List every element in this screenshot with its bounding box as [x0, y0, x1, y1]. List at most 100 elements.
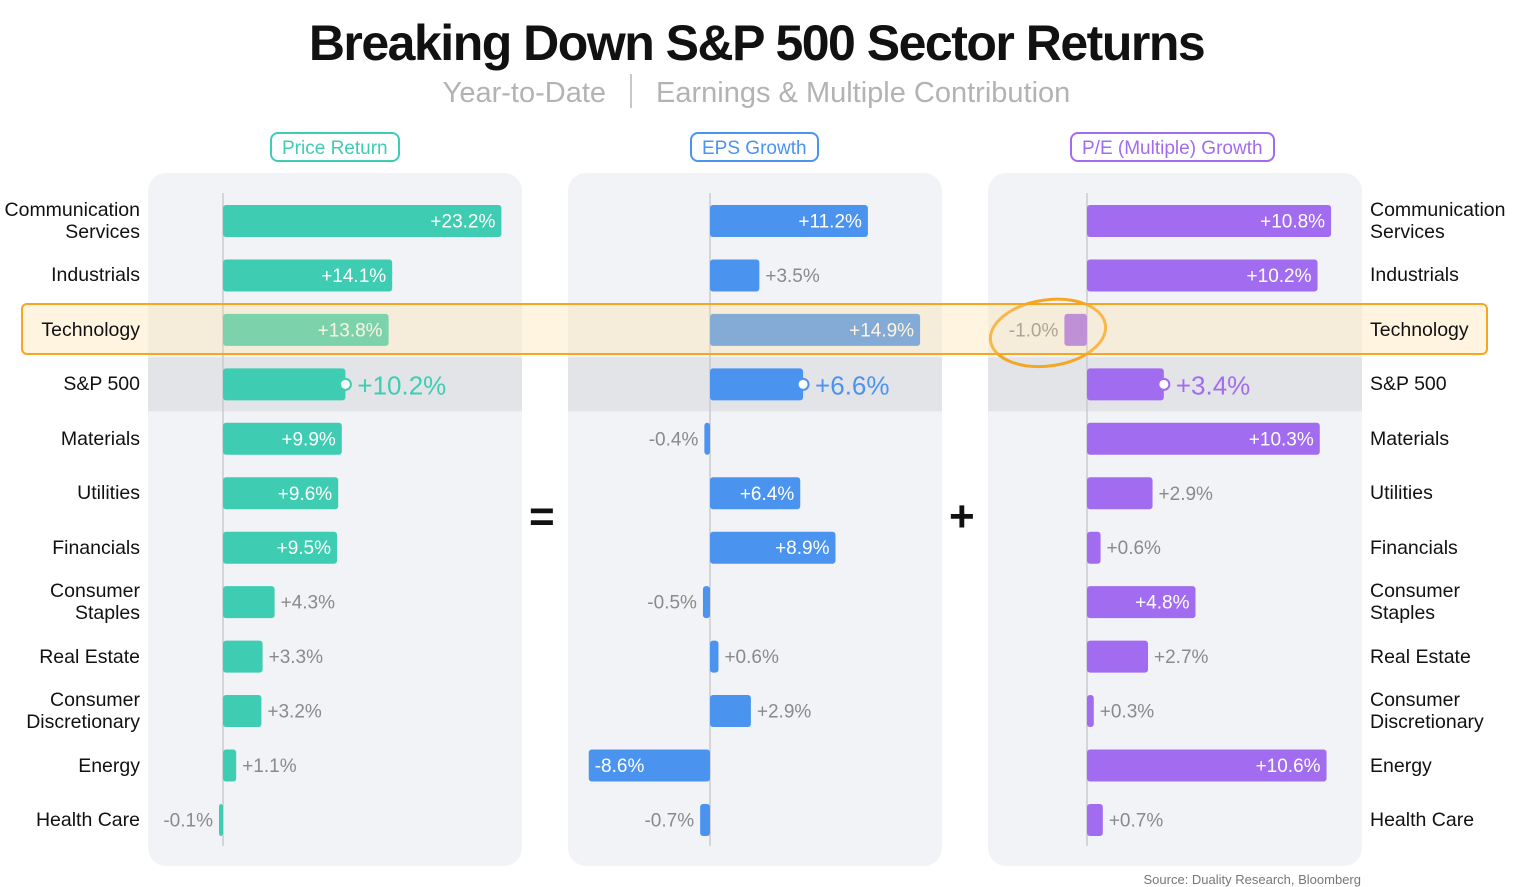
- pe-growth-bar: [1087, 205, 1332, 237]
- category-label-line: Health Care: [35, 808, 140, 831]
- category-label-right: Consumer Discretionary: [1370, 689, 1484, 733]
- eps-growth-benchmark-marker: [796, 377, 810, 391]
- category-label-line: Consumer: [1370, 689, 1460, 712]
- pe-growth-benchmark-marker: [1157, 377, 1171, 391]
- price-return-value-label: -0.1%: [163, 810, 213, 831]
- category-label-left: Communication Services: [5, 199, 140, 243]
- category-label-left: Health Care: [36, 809, 140, 831]
- category-label-left: Utilities: [77, 482, 140, 504]
- plus-operator: +: [949, 492, 975, 541]
- eps-growth-bar: [710, 259, 760, 292]
- category-label-line: Discretionary: [1370, 711, 1484, 734]
- eps-growth-value-label: +11.2%: [798, 212, 862, 233]
- price-return-legend: Price Return: [270, 132, 400, 162]
- category-label-line: Energy: [78, 754, 140, 777]
- pe-growth-value-label: +0.3%: [1100, 702, 1155, 723]
- equals-operator: =: [529, 492, 555, 541]
- category-label-line: Energy: [1370, 754, 1432, 777]
- category-label-right: Industrials: [1370, 264, 1459, 286]
- price-return-bar: [223, 313, 389, 346]
- eps-growth-value-label: +3.5%: [765, 266, 820, 287]
- category-label-left: Industrials: [51, 264, 140, 286]
- eps-growth-bar: [710, 531, 836, 564]
- source-note: Source: Duality Research, Bloomberg: [1143, 872, 1362, 887]
- eps-growth-value-label: +2.9%: [757, 702, 812, 723]
- eps-growth-value-label: -0.4%: [649, 429, 699, 450]
- pe-growth-value-label: -1.0%: [1009, 320, 1059, 341]
- price-return-bar: [223, 531, 337, 564]
- pe-growth-bar: [1087, 259, 1318, 292]
- price-return-value-label: +1.1%: [242, 756, 297, 777]
- pe-growth-value-label: +10.3%: [1249, 429, 1314, 450]
- eps-growth-value-label: -0.5%: [647, 593, 697, 614]
- category-label-line: Discretionary: [26, 711, 140, 734]
- eps-growth-value-label: +6.6%: [815, 370, 889, 400]
- price-return-bar: [223, 205, 502, 237]
- price-return-value-label: +3.2%: [267, 702, 322, 723]
- price-return-bar: [223, 368, 346, 401]
- eps-growth-bar: [710, 205, 868, 237]
- pe-growth-bar: [1087, 422, 1320, 455]
- price-return-bar: [223, 586, 275, 619]
- category-label-line: Health Care: [1370, 808, 1475, 831]
- pe-growth-bar: [1087, 640, 1149, 673]
- category-label-right: Utilities: [1370, 482, 1433, 504]
- category-label-left: Financials: [52, 537, 140, 559]
- technology-highlight: [21, 303, 1488, 355]
- eps-growth-value-label: +0.6%: [724, 647, 779, 668]
- category-label-left: Consumer Discretionary: [26, 689, 140, 733]
- eps-growth-bar: [704, 422, 710, 455]
- pe-growth-bar: [1087, 586, 1196, 619]
- category-label-right: Consumer Staples: [1370, 580, 1460, 624]
- price-return-value-label: +3.3%: [269, 647, 324, 668]
- category-label-line: Financials: [1370, 536, 1458, 559]
- category-label-line: Industrials: [51, 264, 140, 287]
- category-label-line: Services: [1370, 221, 1445, 243]
- category-label-line: Utilities: [77, 482, 140, 505]
- price-return-benchmark-marker: [338, 377, 352, 391]
- eps-growth-value-label: +8.9%: [775, 538, 830, 559]
- price-return-value-label: +9.9%: [281, 429, 336, 450]
- category-label-right: Communication Services: [1370, 199, 1505, 243]
- pe-growth-bar: [1064, 313, 1087, 346]
- price-return-bar: [223, 422, 342, 455]
- eps-growth-bar: [710, 695, 751, 728]
- price-return-value-label: +23.2%: [430, 212, 495, 233]
- pe-growth-bar: [1087, 477, 1153, 510]
- category-label-line: Communication: [4, 199, 140, 221]
- category-label-left: Technology: [41, 319, 140, 341]
- eps-growth-value-label: +14.9%: [849, 320, 914, 341]
- category-label-right: S&P 500: [1370, 373, 1447, 395]
- category-label-line: S&P 500: [1370, 373, 1447, 396]
- price-return-value-label: +9.6%: [278, 484, 333, 505]
- eps-growth-bar: [710, 368, 804, 401]
- category-label-line: Consumer: [50, 689, 140, 712]
- category-label-line: Financials: [52, 536, 140, 559]
- pe-growth-value-label: +10.6%: [1256, 756, 1321, 777]
- category-label-right: Health Care: [1370, 809, 1474, 831]
- pe-growth-bar: [1087, 749, 1327, 782]
- category-label-left: Energy: [78, 755, 140, 777]
- price-return-bar: [223, 640, 263, 673]
- price-return-bar: [219, 803, 223, 836]
- category-label-line: Staples: [74, 602, 140, 625]
- eps-growth-bar: [710, 477, 801, 510]
- price-return-bar: [223, 259, 393, 292]
- category-label-line: Materials: [1370, 427, 1450, 450]
- pe-growth-value-label: +0.6%: [1107, 538, 1162, 559]
- price-return-bar: [223, 695, 262, 728]
- chart-subtitle: Year-to-Date Earnings & Multiple Contribu…: [0, 74, 1513, 110]
- price-return-bar: [223, 749, 237, 782]
- eps-growth-legend: EPS Growth: [690, 132, 819, 162]
- pe-growth-bar: [1087, 695, 1094, 728]
- category-label-line: S&P 500: [63, 373, 140, 396]
- subtitle-right: Earnings & Multiple Contribution: [656, 77, 1071, 109]
- category-label-left: Consumer Staples: [50, 580, 140, 624]
- category-label-line: Staples: [1370, 602, 1436, 625]
- category-label-line: Real Estate: [1370, 645, 1471, 668]
- eps-growth-bar: [710, 313, 921, 346]
- category-label-right: Materials: [1370, 428, 1449, 450]
- pe-growth-legend: P/E (Multiple) Growth: [1070, 132, 1275, 162]
- pe-growth-value-label: +2.9%: [1159, 484, 1214, 505]
